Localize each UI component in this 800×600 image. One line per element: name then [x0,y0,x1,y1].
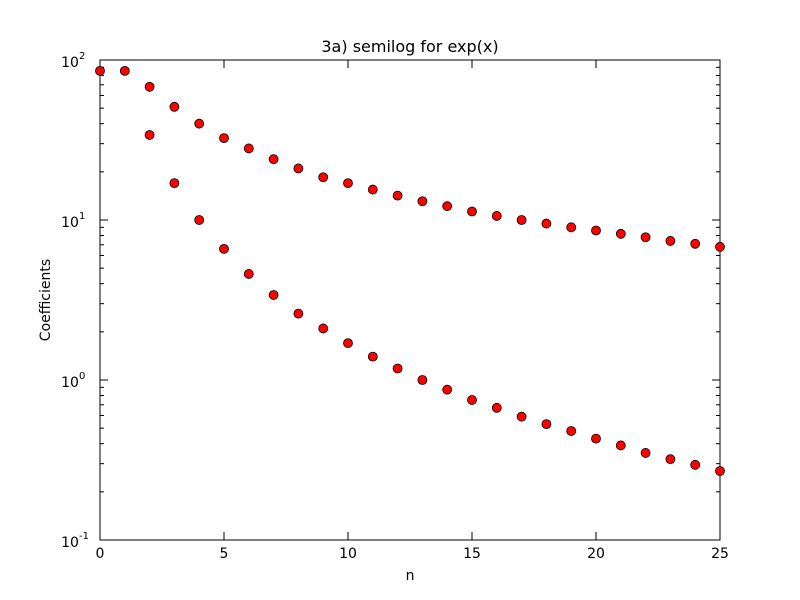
data-point-upper [95,65,105,76]
y-tick-label-exponent: 2 [79,51,85,62]
data-point-lower [690,459,701,470]
data-point-lower [392,363,403,374]
x-axis-label: n [406,568,415,584]
data-point-lower [318,323,329,334]
data-point-lower [516,411,527,422]
data-point-upper [665,236,676,246]
data-point-upper [417,196,428,207]
data-point-upper [715,241,725,252]
data-point-upper [566,222,577,233]
data-point-lower [640,448,651,458]
data-point-upper [144,81,155,92]
data-point-upper [243,143,254,154]
y-tick-label-exponent: 1 [79,211,85,222]
data-point-upper [640,232,651,243]
data-points [95,65,725,476]
y-tick-label-exponent: 0 [79,371,85,382]
data-point-upper [318,172,329,183]
data-point-upper [169,101,180,112]
plot-frame [99,59,721,541]
data-point-lower [268,290,279,300]
x-tick-label: 5 [220,546,229,562]
data-point-upper [591,225,601,236]
data-point-lower [442,384,453,395]
data-point-upper [491,211,502,221]
y-tick-label-base: 10 [61,215,79,231]
data-point-lower [144,130,155,140]
x-tick-label: 0 [96,546,105,562]
data-point-upper [293,163,304,174]
x-tick-label: 15 [463,546,481,562]
data-point-lower [715,466,725,476]
data-point-upper [392,190,403,201]
data-point-upper [119,65,130,76]
data-point-lower [194,215,205,225]
x-tick-label: 10 [339,546,357,562]
data-point-lower [367,351,378,362]
data-point-upper [690,238,701,249]
data-point-lower [541,419,552,430]
data-point-lower [169,178,180,189]
data-point-lower [615,440,626,451]
x-tick-label: 20 [587,546,605,562]
x-tick-label: 25 [711,546,729,562]
data-point-upper [541,218,552,229]
data-point-upper [516,215,527,225]
y-tick-label-exponent: -1 [79,531,89,542]
data-point-lower [591,433,601,444]
data-point-upper [615,228,626,239]
data-point-lower [491,402,502,413]
data-point-upper [268,154,279,165]
data-point-lower [417,375,428,385]
data-point-lower [665,454,676,465]
data-point-lower [293,308,304,319]
chart-title: 3a) semilog for exp(x) [321,37,498,56]
data-point-lower [566,426,577,436]
data-point-upper [367,184,378,195]
data-point-lower [243,269,254,279]
y-tick-label-base: 10 [61,535,79,551]
data-point-lower [219,243,229,254]
data-point-upper [343,178,353,189]
data-point-lower [343,338,353,349]
y-axis-label: Coefficients [38,259,54,341]
y-tick-label-base: 10 [61,55,79,71]
data-point-upper [467,206,477,217]
data-point-upper [219,133,229,143]
data-point-lower [467,395,477,405]
data-point-upper [442,201,453,212]
data-point-upper [194,118,205,129]
y-tick-label-base: 10 [61,375,79,391]
